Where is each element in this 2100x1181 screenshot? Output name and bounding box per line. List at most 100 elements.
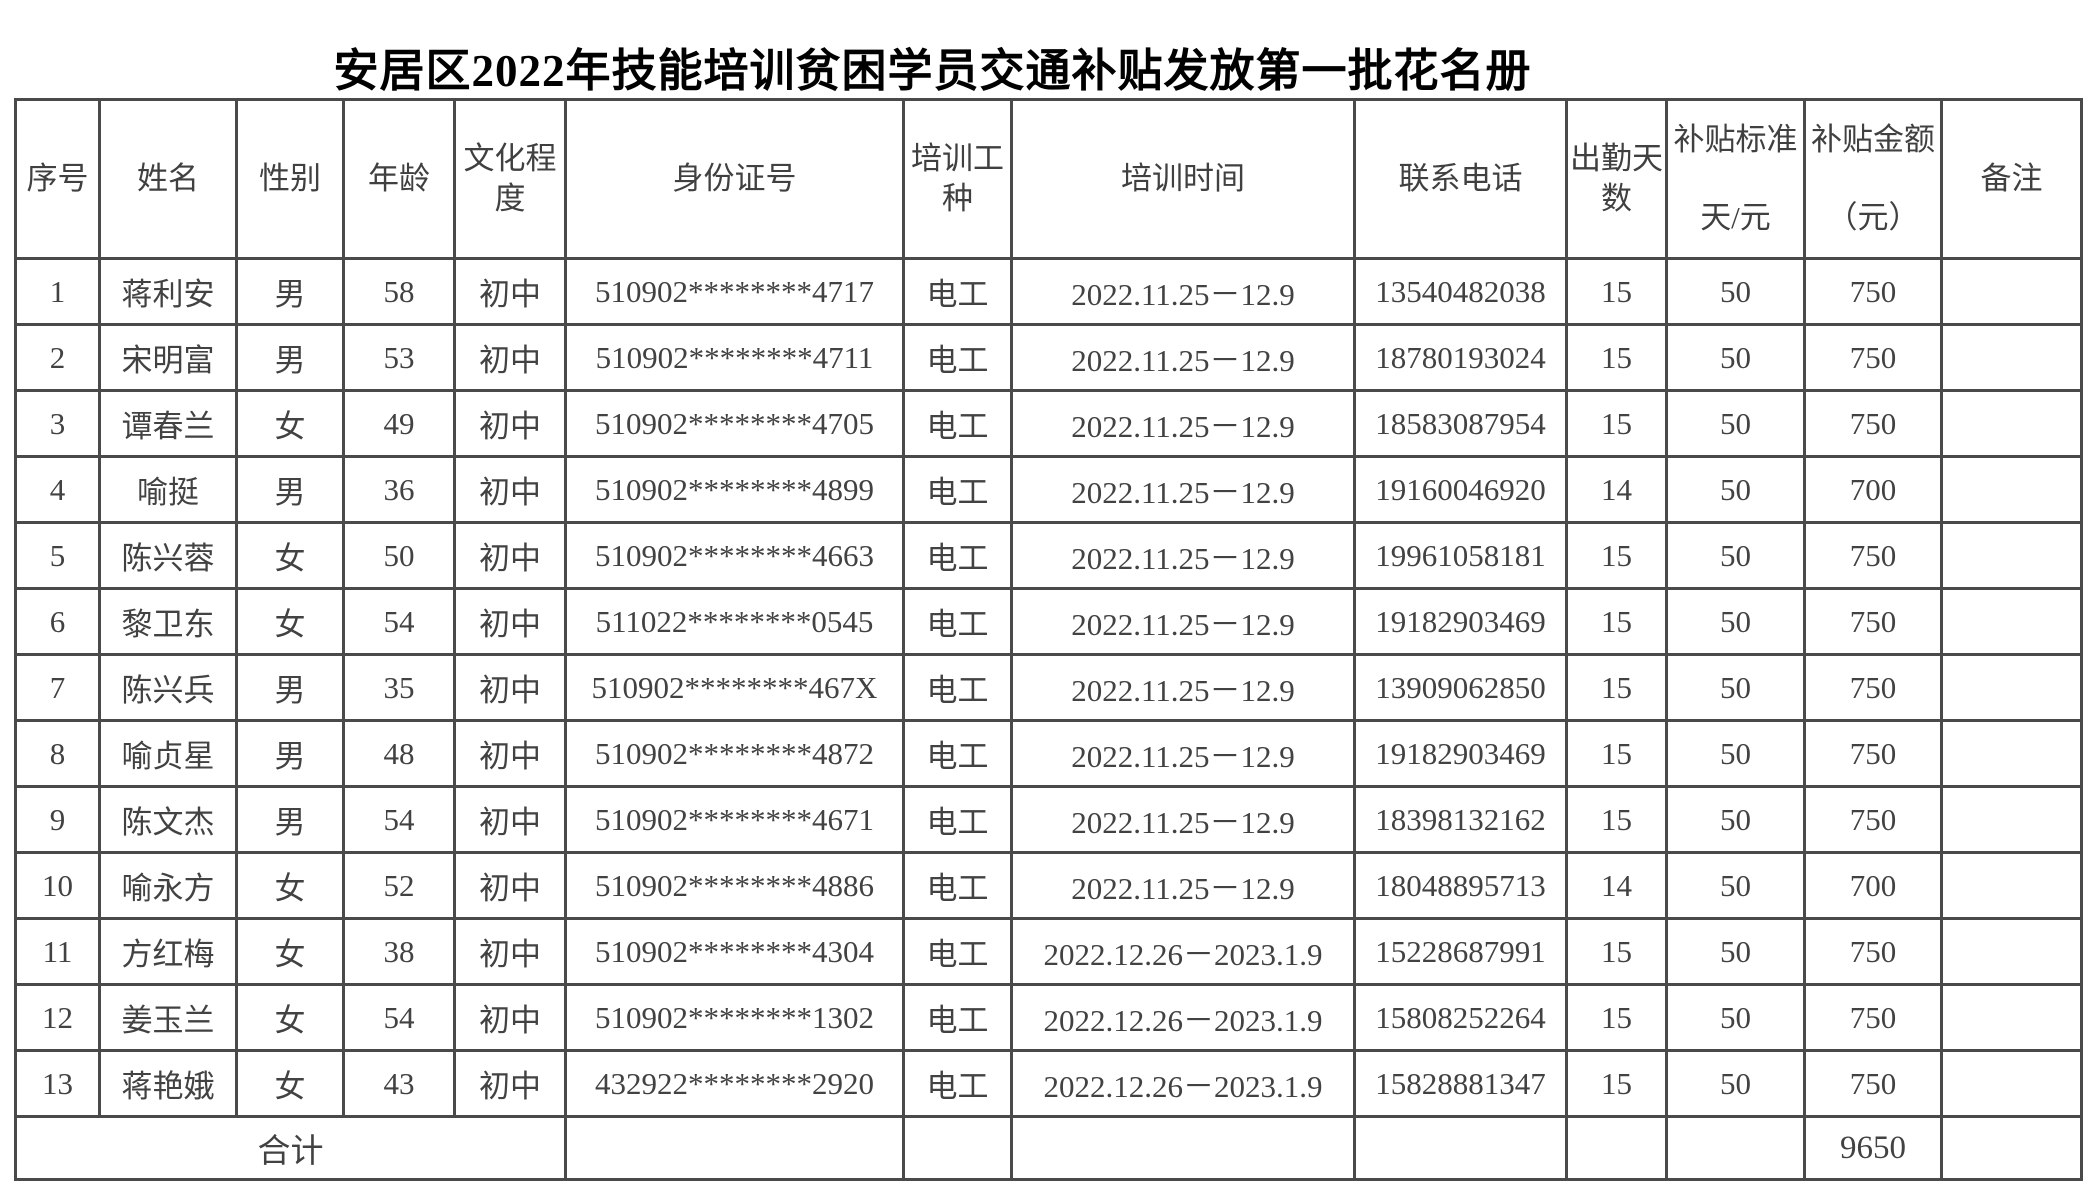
cell-phone: 15808252264 <box>1353 983 1568 1052</box>
table-row: 6 黎卫东女 54 初中 511022********0545 电工 2022.11.25－… <box>14 587 2083 656</box>
header-cell-training_type: 培训工 种 <box>902 98 1013 260</box>
cell-remarks <box>1940 455 2083 524</box>
roster-table: 序号 姓名 性别 年龄 文化程 度 身份证号 培训工 种 培训时间 联系电话 出… <box>14 98 2083 1181</box>
table-body: 1 蒋利安男 58 初中 510902********4717 电工 2022.11.25－… <box>14 257 2083 1118</box>
cell-phone: 19961058181 <box>1353 521 1568 590</box>
cell-subsidy_standard: 50 <box>1665 521 1806 590</box>
cell-attendance_days: 14 <box>1565 455 1668 524</box>
table-row: 12 姜玉兰女 54 初中 510902********1302 电工 2022.12.26… <box>14 983 2083 1052</box>
cell-index: 13 <box>14 1049 101 1118</box>
header-row: 序号 姓名 性别 年龄 文化程 度 身份证号 培训工 种 培训时间 联系电话 出… <box>14 98 2083 260</box>
cell-id_number: 510902********4886 <box>564 851 905 920</box>
cell-remarks <box>1940 389 2083 458</box>
header-cell-education: 文化程 度 <box>453 98 567 260</box>
cell-age: 50 <box>342 521 456 590</box>
cell-subsidy_amount: 700 <box>1803 455 1943 524</box>
cell-training_time: 2022.12.26－2023.1.9 <box>1010 983 1356 1052</box>
cell-age: 52 <box>342 851 456 920</box>
cell-subsidy_standard: 50 <box>1665 719 1806 788</box>
cell-index: 12 <box>14 983 101 1052</box>
cell-gender: 女 <box>235 389 345 458</box>
cell-id_number: 510902********4671 <box>564 785 905 854</box>
cell-subsidy_amount: 750 <box>1803 389 1943 458</box>
cell-subsidy_standard: 50 <box>1665 917 1806 986</box>
cell-education: 初中 <box>453 785 567 854</box>
header-cell-gender: 性别 <box>235 98 345 260</box>
cell-training_time: 2022.11.25－12.9 <box>1010 851 1356 920</box>
cell-subsidy_standard: 50 <box>1665 587 1806 656</box>
cell-phone: 19160046920 <box>1353 455 1568 524</box>
cell-age: 43 <box>342 1049 456 1118</box>
cell-remarks <box>1940 521 2083 590</box>
cell-training_time: 2022.11.25－12.9 <box>1010 521 1356 590</box>
cell-name: 喻贞星 <box>98 719 238 788</box>
cell-education: 初中 <box>453 587 567 656</box>
table-row: 2 宋明富男 53 初中 510902********4711 电工 2022.11.25－… <box>14 323 2083 392</box>
footer-cell-phone <box>1353 1115 1568 1181</box>
cell-index: 11 <box>14 917 101 986</box>
cell-phone: 18398132162 <box>1353 785 1568 854</box>
page-title: 安居区2022年技能培训贫困学员交通补贴发放第一批花名册 <box>333 46 1532 96</box>
cell-remarks <box>1940 587 2083 656</box>
cell-gender: 女 <box>235 851 345 920</box>
cell-subsidy_amount: 700 <box>1803 851 1943 920</box>
cell-id_number: 432922********2920 <box>564 1049 905 1118</box>
cell-remarks <box>1940 785 2083 854</box>
cell-index: 5 <box>14 521 101 590</box>
cell-phone: 18780193024 <box>1353 323 1568 392</box>
table-row: 1 蒋利安男 58 初中 510902********4717 电工 2022.11.25－… <box>14 257 2083 326</box>
cell-subsidy_amount: 750 <box>1803 653 1943 722</box>
cell-attendance_days: 15 <box>1565 587 1668 656</box>
cell-phone: 19182903469 <box>1353 587 1568 656</box>
cell-attendance_days: 15 <box>1565 257 1668 326</box>
cell-id_number: 510902********1302 <box>564 983 905 1052</box>
cell-name: 姜玉兰 <box>98 983 238 1052</box>
cell-index: 9 <box>14 785 101 854</box>
cell-education: 初中 <box>453 455 567 524</box>
cell-age: 58 <box>342 257 456 326</box>
cell-training_type: 电工 <box>902 851 1013 920</box>
footer-total-label: 合计 <box>14 1115 567 1181</box>
cell-name: 蒋利安 <box>98 257 238 326</box>
cell-name: 蒋艳娥 <box>98 1049 238 1118</box>
cell-subsidy_standard: 50 <box>1665 653 1806 722</box>
cell-gender: 男 <box>235 719 345 788</box>
cell-subsidy_standard: 50 <box>1665 785 1806 854</box>
cell-remarks <box>1940 257 2083 326</box>
cell-attendance_days: 15 <box>1565 389 1668 458</box>
footer-cell-remarks <box>1940 1115 2083 1181</box>
table-row: 4 喻挺男 36 初中 510902********4899 电工 2022.11.25－1… <box>14 455 2083 524</box>
header-cell-subsidy_standard: 补贴标准 天/元 <box>1665 98 1806 260</box>
cell-education: 初中 <box>453 257 567 326</box>
cell-gender: 男 <box>235 653 345 722</box>
cell-subsidy_standard: 50 <box>1665 455 1806 524</box>
cell-attendance_days: 15 <box>1565 323 1668 392</box>
cell-training_time: 2022.11.25－12.9 <box>1010 455 1356 524</box>
cell-index: 2 <box>14 323 101 392</box>
cell-remarks <box>1940 1049 2083 1118</box>
cell-index: 6 <box>14 587 101 656</box>
cell-gender: 女 <box>235 917 345 986</box>
cell-gender: 女 <box>235 521 345 590</box>
cell-gender: 男 <box>235 323 345 392</box>
cell-education: 初中 <box>453 521 567 590</box>
cell-index: 4 <box>14 455 101 524</box>
cell-age: 49 <box>342 389 456 458</box>
cell-gender: 男 <box>235 257 345 326</box>
cell-phone: 15828881347 <box>1353 1049 1568 1118</box>
cell-subsidy_amount: 750 <box>1803 1049 1943 1118</box>
cell-training_type: 电工 <box>902 653 1013 722</box>
cell-id_number: 510902********4717 <box>564 257 905 326</box>
cell-remarks <box>1940 653 2083 722</box>
cell-phone: 13909062850 <box>1353 653 1568 722</box>
cell-training_time: 2022.11.25－12.9 <box>1010 653 1356 722</box>
table-row: 7 陈兴兵男 35 初中 510902********467X 电工 2022.11.25－… <box>14 653 2083 722</box>
cell-remarks <box>1940 917 2083 986</box>
cell-training_type: 电工 <box>902 1049 1013 1118</box>
footer-cell-training_time <box>1010 1115 1356 1181</box>
cell-name: 方红梅 <box>98 917 238 986</box>
cell-education: 初中 <box>453 323 567 392</box>
cell-id_number: 510902********4663 <box>564 521 905 590</box>
cell-training_time: 2022.11.25－12.9 <box>1010 323 1356 392</box>
cell-education: 初中 <box>453 983 567 1052</box>
